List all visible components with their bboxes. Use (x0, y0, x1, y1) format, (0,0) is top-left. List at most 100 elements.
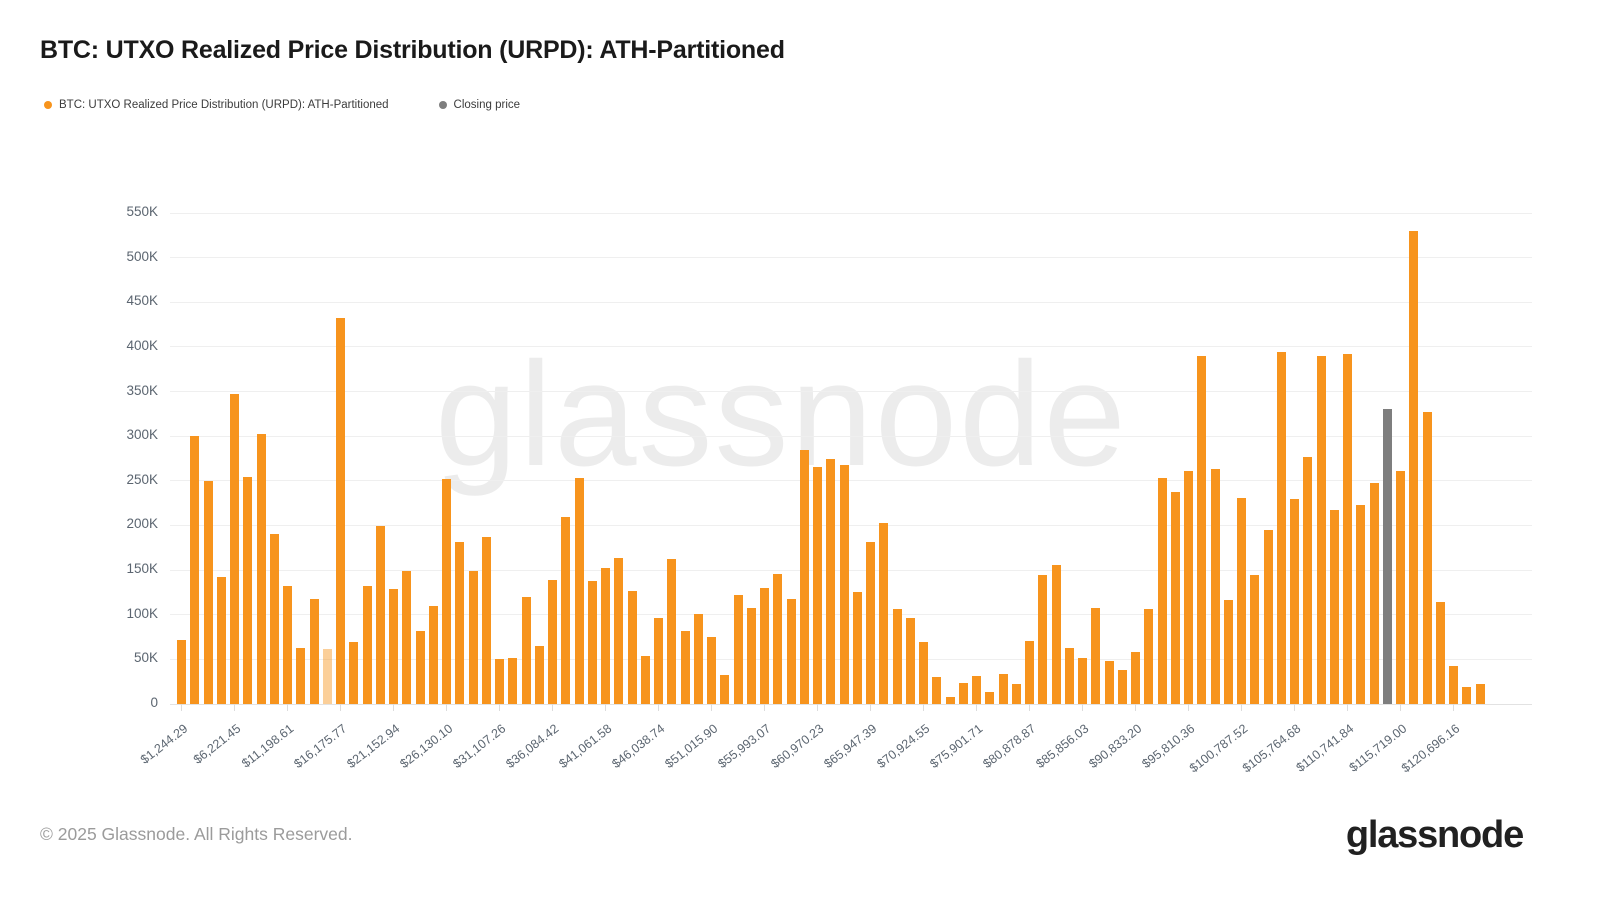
legend-item-closing-price[interactable]: Closing price (438, 99, 520, 111)
urpd-bar[interactable] (1449, 665, 1459, 704)
urpd-bar[interactable] (1462, 687, 1472, 704)
urpd-bar[interactable] (1369, 482, 1379, 704)
urpd-bar[interactable] (998, 673, 1008, 704)
urpd-bar[interactable] (1263, 529, 1273, 704)
urpd-bar[interactable] (733, 595, 743, 704)
urpd-bar[interactable] (799, 450, 809, 704)
urpd-bar[interactable] (879, 522, 889, 704)
urpd-bar[interactable] (415, 630, 425, 704)
urpd-bar[interactable] (1184, 471, 1194, 704)
urpd-bar[interactable] (1170, 492, 1180, 704)
urpd-bar[interactable] (1276, 352, 1286, 704)
urpd-bar[interactable] (455, 542, 465, 704)
closing-price-bar[interactable] (1382, 409, 1392, 704)
urpd-bar[interactable] (1210, 469, 1220, 704)
urpd-bar[interactable] (640, 655, 650, 704)
urpd-bar[interactable] (1329, 510, 1339, 704)
urpd-bar[interactable] (707, 637, 717, 704)
urpd-bar[interactable] (1303, 456, 1313, 704)
urpd-bar[interactable] (866, 542, 876, 704)
glassnode-logo[interactable]: glassnode (1345, 814, 1524, 856)
urpd-bar[interactable] (1435, 602, 1445, 704)
urpd-bar[interactable] (813, 466, 823, 704)
urpd-bar[interactable] (190, 436, 200, 704)
urpd-bar[interactable] (945, 696, 955, 704)
urpd-bar[interactable] (614, 557, 624, 704)
urpd-bar[interactable] (402, 570, 412, 704)
urpd-bar[interactable] (667, 558, 677, 704)
urpd-bar[interactable] (1011, 684, 1021, 704)
urpd-bar[interactable] (932, 677, 942, 704)
urpd-bar[interactable] (309, 598, 319, 704)
urpd-bar[interactable] (548, 579, 558, 704)
urpd-bar[interactable] (1051, 564, 1061, 704)
urpd-bar[interactable] (627, 590, 637, 704)
urpd-bar[interactable] (574, 478, 584, 704)
urpd-bar[interactable] (177, 639, 187, 704)
urpd-bar[interactable] (336, 318, 346, 704)
urpd-bar[interactable] (1025, 640, 1035, 704)
urpd-bar[interactable] (720, 675, 730, 704)
urpd-bar[interactable] (362, 586, 372, 704)
urpd-bar[interactable] (1091, 607, 1101, 704)
urpd-bar[interactable] (534, 645, 544, 704)
urpd-bar[interactable] (561, 516, 571, 704)
urpd-bar[interactable] (508, 657, 518, 704)
urpd-bar[interactable] (919, 642, 929, 704)
urpd-bar[interactable] (892, 609, 902, 704)
urpd-bar[interactable] (1356, 504, 1366, 704)
urpd-bar[interactable] (495, 659, 505, 704)
urpd-bar[interactable] (972, 676, 982, 704)
urpd-bar[interactable] (269, 534, 279, 704)
urpd-bar[interactable] (216, 577, 226, 704)
urpd-bar[interactable] (1197, 355, 1207, 704)
urpd-bar[interactable] (1250, 574, 1260, 704)
urpd-bar[interactable] (905, 618, 915, 704)
urpd-bar[interactable] (283, 586, 293, 704)
urpd-bar[interactable] (1117, 670, 1127, 704)
urpd-bar[interactable] (680, 630, 690, 704)
urpd-bar[interactable] (296, 647, 306, 704)
urpd-bar[interactable] (375, 526, 385, 704)
urpd-bar[interactable] (1223, 600, 1233, 704)
urpd-bar[interactable] (852, 592, 862, 704)
urpd-bar[interactable] (442, 479, 452, 704)
urpd-bar[interactable] (521, 596, 531, 704)
urpd-bar[interactable] (1038, 574, 1048, 704)
urpd-bar[interactable] (1078, 657, 1088, 704)
urpd-bar[interactable] (230, 394, 240, 704)
urpd-bar[interactable] (389, 588, 399, 704)
legend-item-urpd[interactable]: BTC: UTXO Realized Price Distribution (U… (44, 99, 389, 111)
urpd-bar[interactable] (786, 598, 796, 704)
urpd-bar[interactable] (1237, 497, 1247, 704)
urpd-bar[interactable] (601, 568, 611, 704)
urpd-bar[interactable] (693, 613, 703, 704)
urpd-bar[interactable] (587, 580, 597, 704)
urpd-bar[interactable] (1316, 355, 1326, 704)
urpd-bar[interactable] (428, 605, 438, 704)
urpd-bar[interactable] (1422, 412, 1432, 704)
urpd-bar[interactable] (1064, 647, 1074, 704)
urpd-bar[interactable] (349, 642, 359, 704)
urpd-bar[interactable] (203, 480, 213, 704)
urpd-bar[interactable] (1343, 354, 1353, 704)
urpd-bar[interactable] (1396, 471, 1406, 704)
urpd-bar[interactable] (1475, 684, 1485, 704)
urpd-bar[interactable] (654, 618, 664, 704)
urpd-bar[interactable] (746, 608, 756, 704)
urpd-bar[interactable] (1157, 478, 1167, 704)
urpd-bar[interactable] (826, 458, 836, 704)
urpd-bar[interactable] (1290, 498, 1300, 704)
urpd-bar[interactable] (773, 573, 783, 704)
urpd-bar[interactable] (958, 682, 968, 704)
urpd-bar[interactable] (1131, 652, 1141, 704)
urpd-bar[interactable] (1144, 609, 1154, 704)
urpd-bar[interactable] (256, 433, 266, 704)
urpd-bar[interactable] (839, 464, 849, 704)
urpd-bar-faded[interactable] (322, 648, 332, 704)
urpd-bar[interactable] (243, 477, 253, 704)
urpd-bar[interactable] (481, 537, 491, 704)
urpd-bar[interactable] (1104, 661, 1114, 704)
urpd-bar[interactable] (1409, 230, 1419, 704)
urpd-bar[interactable] (468, 570, 478, 704)
